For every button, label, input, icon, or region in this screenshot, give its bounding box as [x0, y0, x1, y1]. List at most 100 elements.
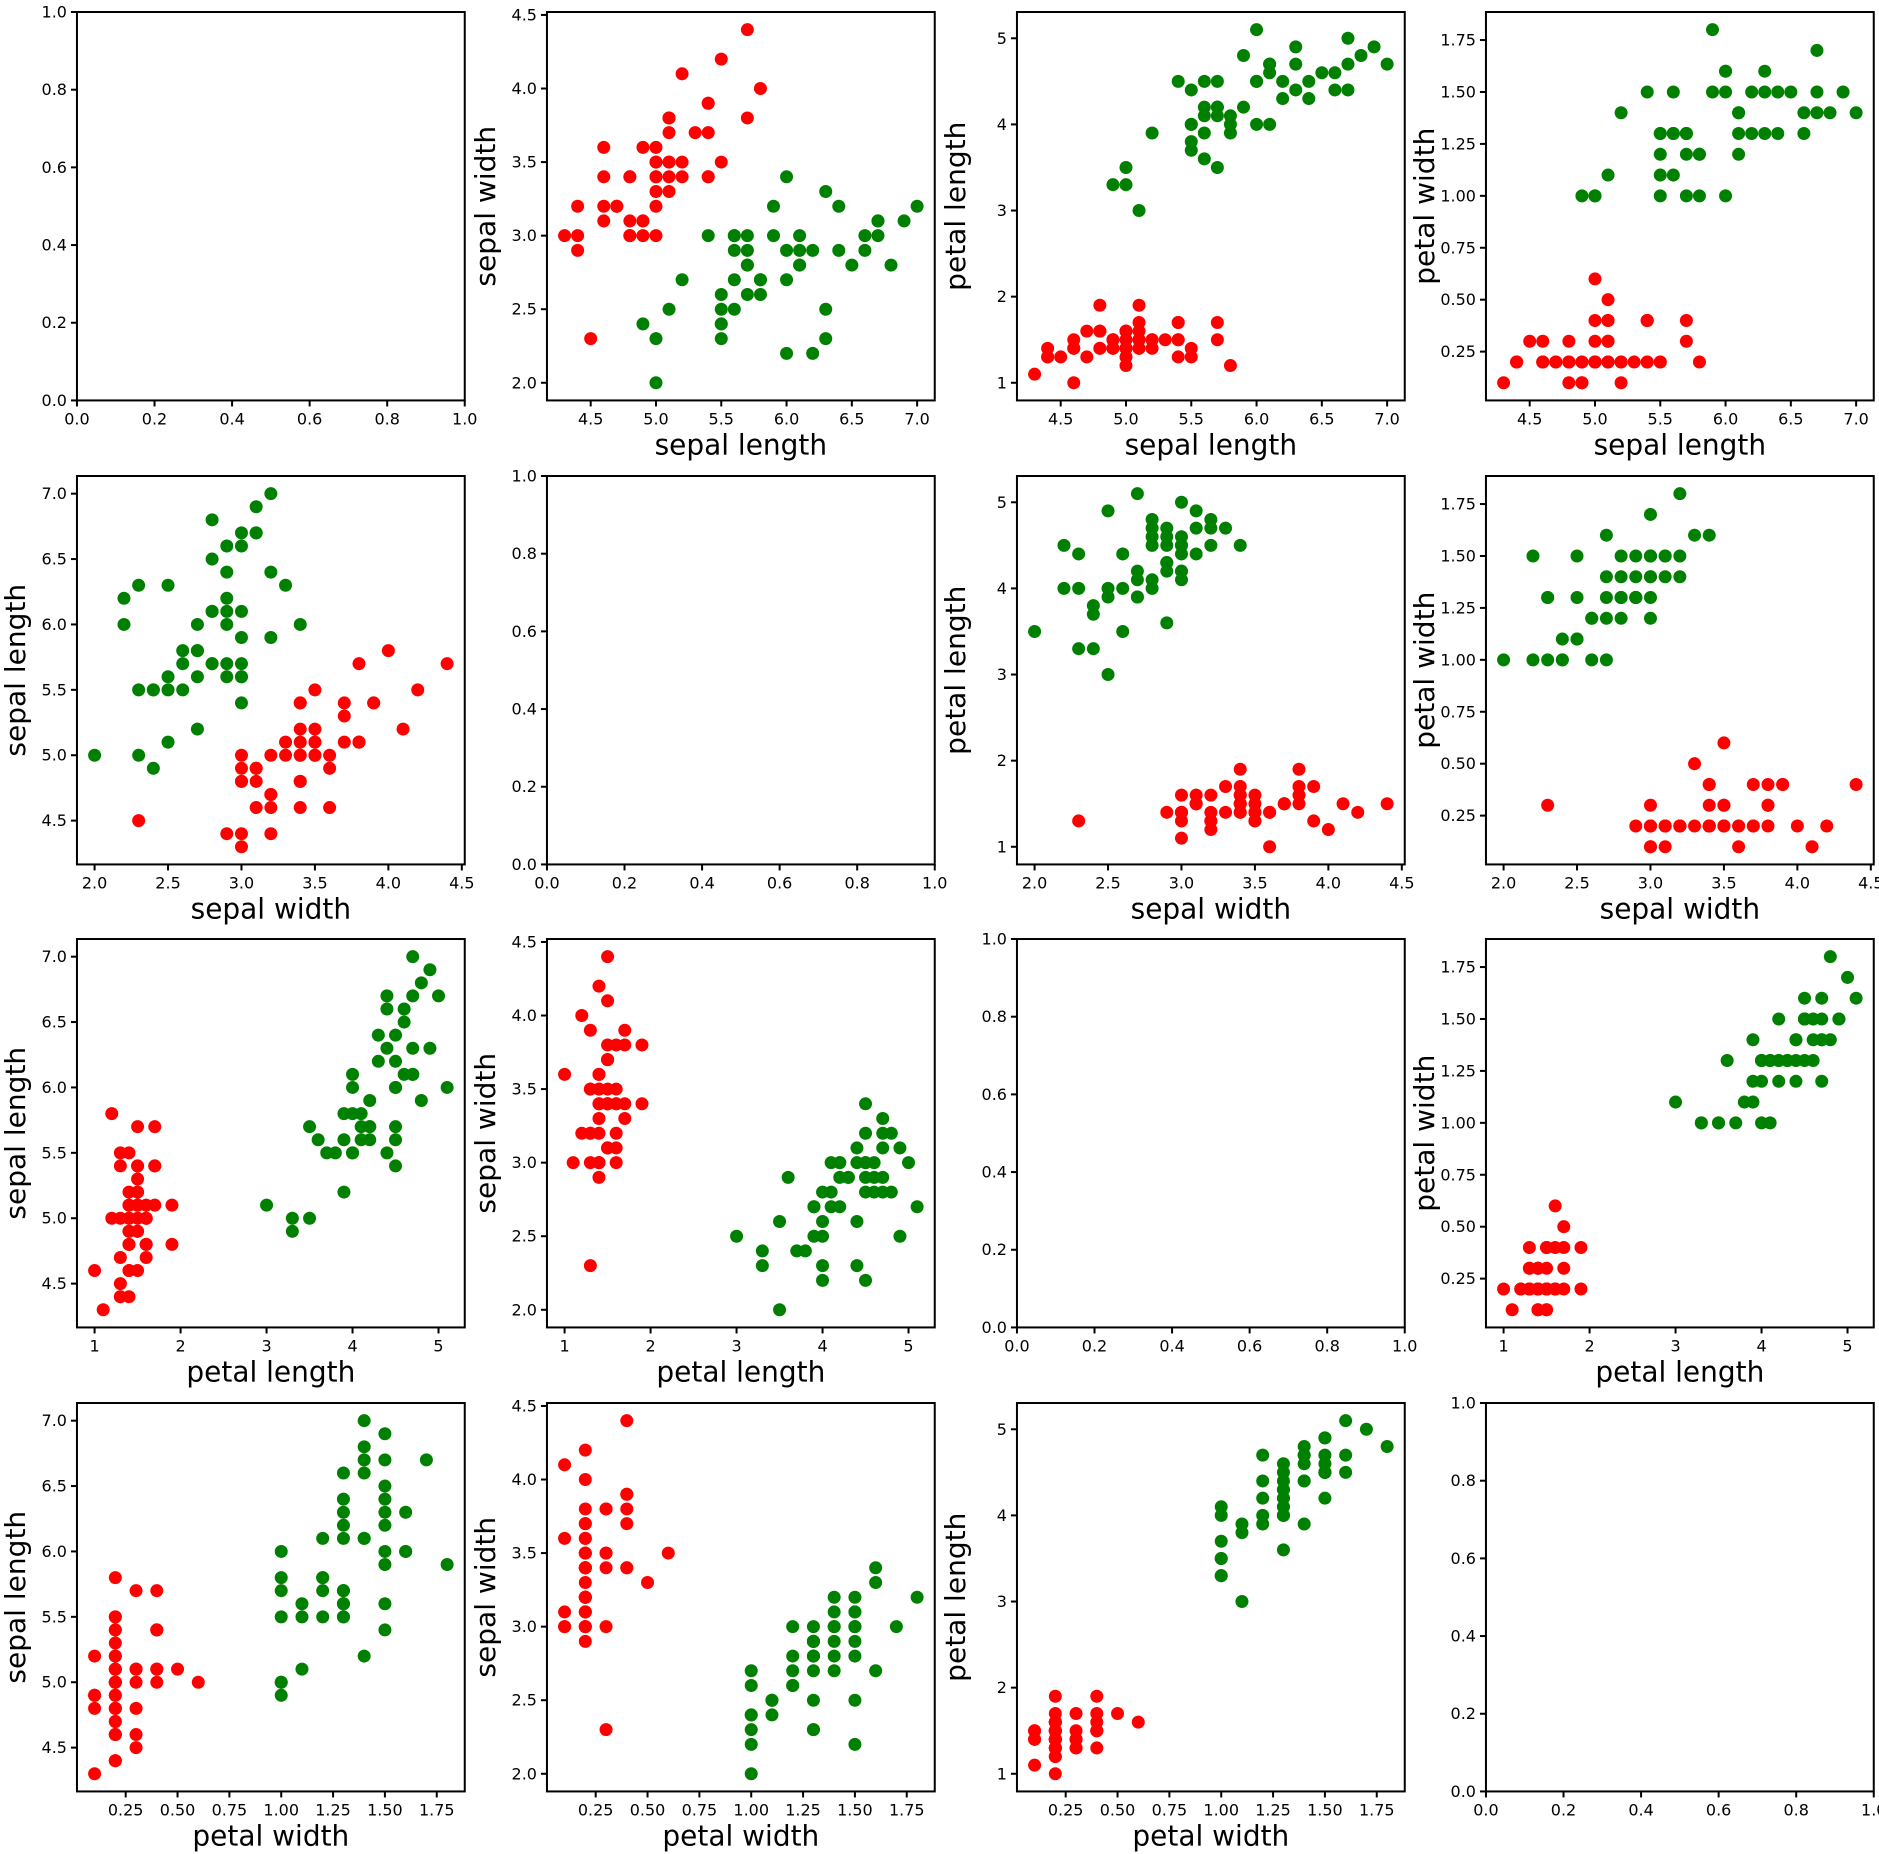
data-point-class-red [352, 735, 366, 749]
data-point-class-green [1570, 590, 1584, 604]
data-point-class-green [1600, 652, 1614, 666]
data-point-class-red [592, 979, 606, 993]
data-point-class-green [414, 976, 428, 990]
data-point-class-green [220, 591, 234, 605]
data-point-class-green [357, 1465, 371, 1479]
data-point-class-green [848, 1604, 862, 1618]
y-tick-label: 0.4 [511, 699, 536, 718]
y-tick-label: 4 [996, 1505, 1006, 1524]
data-point-class-red [308, 682, 322, 696]
y-tick-label: 3 [996, 665, 1006, 684]
data-point-class-green [357, 1531, 371, 1545]
data-point-class-red [1110, 1706, 1124, 1720]
data-point-class-red [1588, 272, 1602, 286]
data-point-class-red [600, 1097, 614, 1111]
data-point-class-green [399, 1505, 413, 1519]
data-point-class-green [220, 538, 234, 552]
data-point-class-green [1203, 538, 1217, 552]
data-point-class-red [108, 1622, 122, 1636]
data-point-class-red [597, 214, 611, 228]
data-point-class-green [1806, 1054, 1820, 1068]
data-point-class-red [1306, 813, 1320, 827]
data-point-class-green [1086, 607, 1100, 621]
y-tick-label: 0.4 [1451, 1626, 1476, 1645]
x-axis-label: sepal width [1130, 892, 1290, 925]
data-point-class-green [714, 317, 728, 331]
data-point-class-green [1203, 512, 1217, 526]
x-tick-label: 2.0 [1491, 873, 1516, 892]
data-point-class-green [1189, 503, 1203, 517]
data-point-class-green [1629, 548, 1643, 562]
x-tick-label: 1.0 [1392, 1336, 1417, 1355]
data-point-class-red [635, 1038, 649, 1052]
data-point-class-green [220, 565, 234, 579]
data-point-class-red [753, 82, 767, 96]
data-point-class-green [1234, 1594, 1248, 1608]
data-point-class-red [129, 1740, 143, 1754]
data-point-class-red [649, 170, 663, 184]
data-point-class-green [765, 1693, 779, 1707]
data-point-class-red [1702, 818, 1716, 833]
data-point-class-green [714, 287, 728, 302]
data-point-class-green [1719, 189, 1733, 203]
scatter-petal-width-vs-sepal-length: 4.5 5.0 5.5 6.0 6.5 7.0 0.25 0.50 0.75 1.00 1.25 1.… [1408, 11, 1876, 461]
data-point-class-green [1745, 127, 1759, 141]
data-point-class-red [1092, 341, 1106, 355]
y-tick-label: 1.0 [42, 3, 67, 22]
data-point-class-green [1702, 528, 1716, 542]
data-point-class-red [1688, 756, 1702, 770]
data-point-class-green [337, 1133, 351, 1147]
data-point-class-green [714, 332, 728, 346]
data-point-class-green [858, 1185, 872, 1199]
data-point-class-green [1262, 66, 1276, 80]
x-tick-label: 0.2 [1081, 1336, 1106, 1355]
x-tick-label: 3 [1671, 1336, 1681, 1355]
data-point-class-green [234, 538, 248, 552]
data-point-class-red [1497, 376, 1511, 390]
data-point-class-red [1189, 796, 1203, 810]
x-tick-label: 5.0 [1583, 409, 1608, 428]
y-tick-label: 0.8 [1451, 1471, 1476, 1490]
data-point-class-red [1233, 762, 1247, 776]
plot-border [1015, 938, 1406, 1329]
data-point-class-red [1132, 298, 1146, 312]
x-tick-label: 1.75 [1358, 1800, 1394, 1819]
data-point-class-red [1549, 355, 1563, 369]
data-point-class-red [618, 1112, 632, 1126]
data-point-class-red [662, 111, 676, 125]
data-point-class-green [897, 214, 911, 228]
data-point-class-green [727, 243, 741, 257]
data-point-class-green [832, 199, 846, 213]
x-tick-label: 5.0 [1113, 409, 1138, 428]
x-tick-label: 3.5 [1711, 873, 1736, 892]
y-tick-label: 3.0 [511, 1153, 536, 1172]
plot-border [1485, 1401, 1876, 1792]
data-point-class-red [131, 1159, 145, 1173]
data-point-class-green [234, 695, 248, 709]
data-point-class-red [1805, 839, 1819, 853]
data-point-class-red [675, 67, 689, 81]
data-point-class-green [727, 302, 741, 316]
y-tick-label: 5.0 [42, 1672, 67, 1691]
y-axis-label: sepal width [469, 126, 502, 287]
data-point-class-green [161, 669, 175, 683]
data-point-class-red [701, 170, 715, 184]
x-tick-label: 1.50 [837, 1800, 873, 1819]
y-axis-label: sepal width [469, 1053, 502, 1214]
data-point-class-red [1601, 313, 1615, 327]
data-point-class-red [662, 185, 676, 199]
scatter-sepal-length-vs-petal-length: 1 2 3 4 5 4.5 5.0 5.5 6.0 6.5 7.0 petal length sepal… [0, 938, 466, 1388]
x-tick-label: 1.00 [1203, 1800, 1239, 1819]
data-point-class-green [1644, 507, 1658, 521]
data-point-class-green [1600, 590, 1614, 604]
data-point-class-green [1541, 590, 1555, 604]
subplot-r4c3: 0.25 0.50 0.75 1.00 1.25 1.50 1.75 1 2 3 4 5 petal w… [939, 1391, 1410, 1854]
data-point-class-green [1644, 548, 1658, 562]
data-point-class-green [1763, 1054, 1777, 1068]
data-point-class-green [1214, 1499, 1228, 1513]
data-point-class-green [1071, 581, 1085, 595]
data-point-class-green [1297, 1456, 1311, 1470]
y-tick-label: 2 [996, 751, 1006, 770]
data-point-class-green [755, 1244, 769, 1258]
data-point-class-green [1693, 189, 1707, 203]
